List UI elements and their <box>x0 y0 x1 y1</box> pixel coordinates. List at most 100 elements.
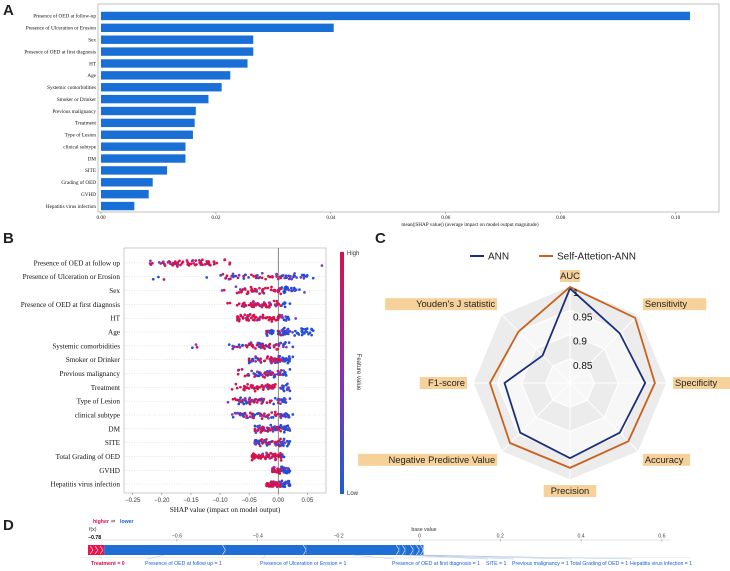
force-neg-4 <box>405 545 414 555</box>
bar-14 <box>101 178 153 187</box>
x-tick-label-4: 0.08 <box>556 215 565 221</box>
feature-label-9: Treatment <box>91 384 120 392</box>
swarm-0 <box>148 258 324 268</box>
bar-label-8: Previous malignancy <box>52 109 96 115</box>
d-tick-label-6: 0.6 <box>658 534 665 540</box>
axis-label-3: Accuracy <box>645 454 684 465</box>
axis-label-7: Youden's J statistic <box>416 298 495 309</box>
bar-0 <box>101 11 690 21</box>
feature-label-0: Presence of OED at follow up <box>34 259 121 267</box>
feature-label-16: Hepatitis virus infection <box>51 481 121 489</box>
bar-7 <box>101 94 209 104</box>
axis-label-bg-2 <box>673 377 730 389</box>
force-pos-0 <box>88 545 105 555</box>
feature-label-13: SITE <box>105 439 121 447</box>
force-neg-leader-1 <box>261 554 267 560</box>
bar-label-10: Type of Lesion <box>65 132 97 139</box>
b-tick-label-1: −0.20 <box>154 498 170 504</box>
radar-spoke-1 <box>569 314 639 384</box>
panel-a-bar-chart: Presence of OED at follow-up Presence of … <box>24 3 720 228</box>
bar-label-3: Presence of OED at first diagnosis <box>24 48 96 55</box>
feature-label-5: Age <box>108 329 120 337</box>
axis-label-4: Precision <box>551 485 590 496</box>
bar-15 <box>101 189 149 199</box>
force-neg-leader-5 <box>416 554 573 560</box>
bar-2 <box>101 35 254 44</box>
force-neg-3 <box>399 545 406 555</box>
b-tick-label-5: 0.00 <box>272 498 284 504</box>
x-tick-label-2: 0.04 <box>326 215 335 221</box>
swarm-15 <box>271 465 292 475</box>
swarm-11 <box>230 410 295 420</box>
feature-label-12: DM <box>108 425 120 433</box>
swarm-1 <box>151 271 315 281</box>
b-tick-label-3: −0.10 <box>212 498 228 504</box>
axis-label-bg-5 <box>358 453 498 466</box>
b-tick-label-0: −0.25 <box>125 498 141 504</box>
bar-label-5: Age <box>87 73 96 79</box>
feature-label-15: GVHD <box>99 467 120 475</box>
bar-3 <box>101 47 254 56</box>
bar-label-16: Hepatitis virus infection <box>46 203 97 210</box>
swarm-4 <box>236 313 298 323</box>
swarm-12 <box>253 423 292 435</box>
bar-label-12: DM <box>88 156 97 162</box>
d-tick-label-1: −0.4 <box>253 534 263 540</box>
feature-label-2: Sex <box>109 287 120 295</box>
panel-letter-b: B <box>3 230 14 247</box>
axis-label-bg-6 <box>419 377 467 389</box>
force-neg-2 <box>306 545 400 555</box>
b-tick-label-2: −0.15 <box>183 498 199 504</box>
axis-label-2: Specificity <box>675 377 718 388</box>
colorbar-title: Feature value <box>355 354 361 391</box>
force-neg-leader-3 <box>402 554 489 560</box>
swarm-7 <box>247 354 295 365</box>
swarm-6 <box>191 340 295 351</box>
radar-spoke-7 <box>501 314 571 384</box>
legend-arrow-icon: ⇄ <box>111 519 115 525</box>
force-neg-5 <box>413 545 420 555</box>
force-neg-label-5: Total Grading of OED = 1 <box>570 561 628 567</box>
b-tick-label-6: 0.05 <box>302 498 314 504</box>
bar-label-2: Sex <box>88 38 96 44</box>
panel-c-radar: 1 0.95 0.9 0.85 AUC Sensitivity Specificity Acc… <box>358 252 730 497</box>
swarm-5 <box>265 326 315 337</box>
d-tick-label-0: −0.6 <box>172 534 182 540</box>
legend-lower: lower <box>120 519 134 525</box>
force-neg-leader-0 <box>146 554 165 560</box>
colorbar-high-label: High <box>347 251 359 257</box>
fx-label: f(x) <box>89 527 97 533</box>
feature-label-8: Previous malignancy <box>60 370 121 378</box>
legend-label-0: ANN <box>488 252 509 263</box>
base-label: base value <box>411 527 436 533</box>
bar-13 <box>101 166 168 175</box>
bar-label-6: Systemic comorbidities <box>47 85 96 91</box>
bar-label-7: Smoker or Drinker <box>57 97 96 103</box>
d-tick-label-4: 0.2 <box>497 534 504 540</box>
ring-label-3: 0.85 <box>573 361 593 372</box>
axis-label-bg-3 <box>642 453 691 466</box>
panel-b-beeswarm: Presence of OED at follow up Presence of … <box>21 247 361 514</box>
swarm-10 <box>226 396 292 406</box>
force-neg-label-6: Hepatitis virus infection = 1 <box>630 561 692 567</box>
colorbar-low-label: Low <box>347 491 359 497</box>
ring-label-2: 0.9 <box>573 337 587 348</box>
axis-label-5: Negative Predictive Value <box>389 454 496 465</box>
x-tick-label-1: 0.02 <box>211 215 220 221</box>
force-neg-label-2: Presence of OED at first diagnosis = 1 <box>392 561 480 567</box>
force-neg-leader-6 <box>421 554 633 560</box>
force-neg-label-0: Presence of OED at follow up = 1 <box>145 561 222 567</box>
swarm-2 <box>220 285 306 296</box>
bar-12 <box>101 154 186 163</box>
panel-letter-c: C <box>375 230 386 247</box>
force-neg-leader-2 <box>352 554 395 560</box>
x-tick-label-3: 0.06 <box>441 215 450 221</box>
panel-d-force-plot: higher ⇄ lower f(x) −0.78 base value −0.6 −0.4 −… <box>80 519 692 567</box>
bar-label-1: Presence of Ulceration or Erosion <box>26 25 97 32</box>
swarm-16 <box>265 479 292 489</box>
feature-label-14: Total Grading of OED <box>56 453 120 461</box>
bar-1 <box>101 23 334 33</box>
axis-label-1: Sensitivity <box>645 298 688 309</box>
d-tick-label-3: 0 <box>418 534 421 540</box>
x-tick-label-0: 0.00 <box>96 215 105 221</box>
